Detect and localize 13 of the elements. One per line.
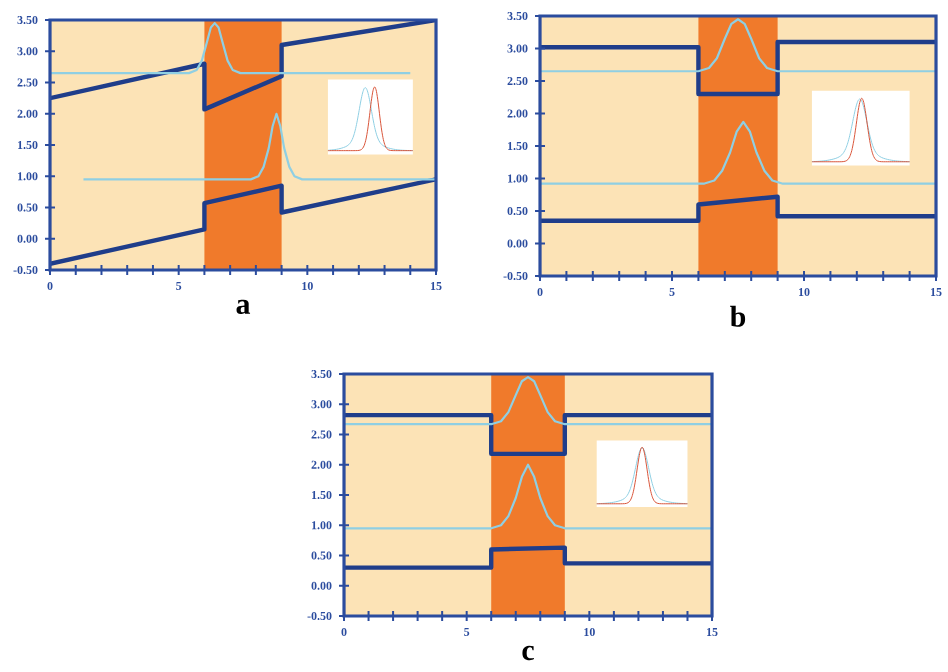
line-series [344,545,713,570]
line-series [50,177,437,266]
line-series [540,194,937,223]
x-axis-title: a [236,299,251,315]
line-series [50,22,412,75]
line-series [82,112,437,181]
line-series [50,20,437,112]
line-series [344,463,713,530]
line-series [540,120,937,185]
x-axis-title: c [522,645,534,661]
line-series [344,375,713,426]
line-series [540,18,937,73]
x-axis-title: b [730,305,746,327]
